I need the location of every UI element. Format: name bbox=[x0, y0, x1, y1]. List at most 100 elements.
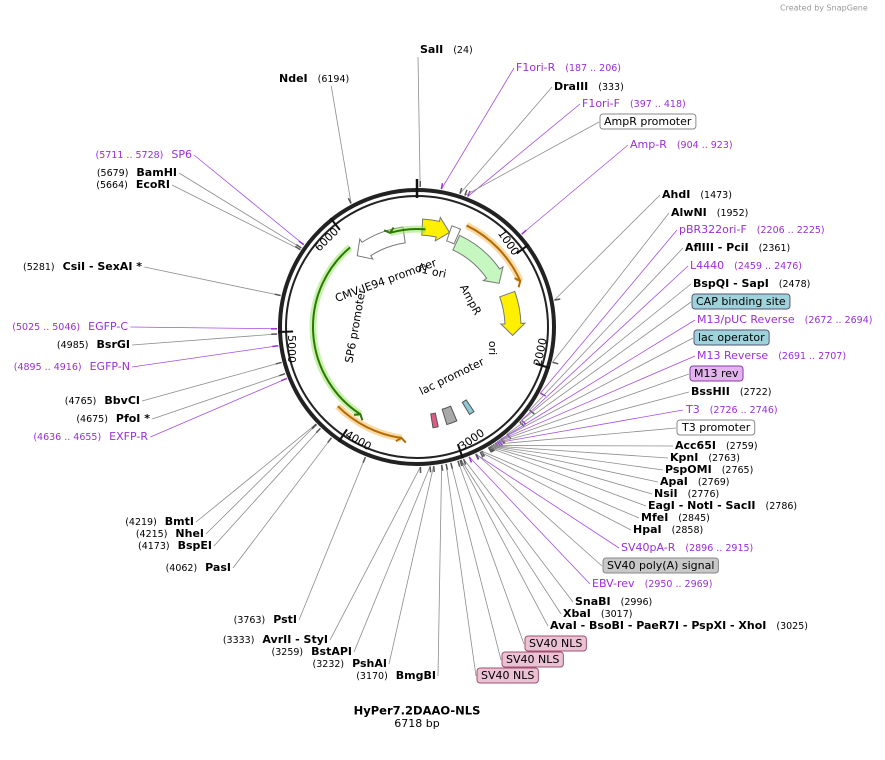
site-label: EBV-rev (2950 .. 2969) bbox=[592, 577, 712, 590]
site-label: (3763) PstI bbox=[234, 613, 297, 626]
site-name: M13 Reverse bbox=[697, 349, 768, 362]
site-name: BspQI - SapI bbox=[693, 277, 769, 290]
primer-label: (4636 .. 4655) EXFP-R bbox=[33, 430, 148, 443]
site-label: F1ori-R (187 .. 206) bbox=[516, 61, 621, 74]
site-position: (2478) bbox=[779, 279, 811, 290]
site-name: EGFP-C bbox=[88, 320, 128, 333]
site-position: (3232) bbox=[313, 659, 345, 670]
site-name: PasI bbox=[205, 561, 231, 574]
enzyme-label: (4173) BspEI bbox=[138, 539, 212, 552]
leader-line bbox=[480, 451, 632, 531]
site-position: (2765) bbox=[722, 465, 754, 476]
site-label: (4765) BbvCI bbox=[65, 394, 140, 407]
site-position: (4173) bbox=[138, 541, 170, 552]
site-label: MfeI (2845) bbox=[641, 511, 710, 524]
site-label: T3 promoter bbox=[676, 419, 756, 436]
site-position: (3025) bbox=[776, 621, 808, 632]
leader-line bbox=[213, 428, 321, 547]
site-tick bbox=[488, 446, 494, 453]
orange-arc-2 bbox=[337, 405, 402, 439]
primer-label: M13/pUC Reverse (2672 .. 2694) bbox=[697, 313, 872, 326]
site-name: CAP binding site bbox=[696, 295, 786, 308]
feature-box bbox=[599, 113, 697, 130]
leader-line bbox=[497, 373, 690, 443]
leader-line bbox=[417, 56, 421, 188]
site-name: BamHI bbox=[136, 166, 177, 179]
ampr-feature bbox=[452, 234, 504, 284]
leader-line bbox=[144, 266, 281, 296]
site-name: BssHII bbox=[691, 385, 730, 398]
site-name: PshAI bbox=[352, 657, 387, 670]
feature-box-label: SV40 NLS bbox=[481, 669, 534, 682]
site-position: (333) bbox=[598, 82, 624, 93]
site-label: M13 rev bbox=[689, 365, 744, 382]
site-label: CAP binding site bbox=[691, 293, 791, 310]
site-tick bbox=[467, 190, 471, 197]
enzyme-label: BssHII (2722) bbox=[691, 385, 771, 398]
feature-box-label: CAP binding site bbox=[696, 295, 786, 308]
site-name: SnaBI bbox=[575, 595, 611, 608]
site-name: SV40 NLS bbox=[506, 653, 559, 666]
site-position: (5711 .. 5728) bbox=[96, 150, 164, 161]
leader-line bbox=[498, 355, 696, 441]
site-label: AflIII - PciI (2361) bbox=[685, 241, 790, 254]
site-label: AvaI - BsoBI - PaeR7I - PspXI - XhoI (302… bbox=[550, 619, 808, 632]
site-name: PspOMI bbox=[665, 463, 712, 476]
leader-line bbox=[441, 67, 515, 190]
site-name: AvaI - BsoBI - PaeR7I - PspXI - XhoI bbox=[550, 619, 766, 632]
site-label: SV40 poly(A) signal bbox=[602, 557, 719, 574]
site-position: (397 .. 418) bbox=[630, 99, 686, 110]
site-tick bbox=[311, 423, 317, 429]
site-name: EBV-rev bbox=[592, 577, 635, 590]
nls-feature bbox=[430, 412, 439, 429]
site-position: (2858) bbox=[672, 525, 704, 536]
site-tick bbox=[294, 245, 301, 251]
enzyme-label: HpaI (2858) bbox=[633, 523, 703, 536]
tick-label: 5000 bbox=[285, 335, 298, 363]
site-label: (5025 .. 5046) EGFP-C bbox=[12, 320, 128, 333]
leader-line bbox=[353, 466, 431, 653]
leader-line bbox=[488, 446, 647, 507]
leader-line bbox=[445, 463, 477, 677]
leader-line bbox=[475, 453, 603, 567]
site-tick bbox=[552, 361, 559, 365]
leader-line bbox=[457, 460, 525, 645]
green-arc-1-head bbox=[383, 226, 395, 235]
site-name: M13 rev bbox=[694, 367, 739, 380]
site-name: lac operator bbox=[698, 331, 765, 344]
site-position: (3259) bbox=[272, 647, 304, 658]
site-position: (4895 .. 4916) bbox=[14, 362, 82, 373]
enzyme-label: (3232) PshAI bbox=[313, 657, 387, 670]
primer-label: (4895 .. 4916) EGFP-N bbox=[14, 360, 130, 373]
watermark: Created by SnapGene bbox=[780, 4, 868, 13]
site-label: (3333) AvrII - StyI bbox=[223, 633, 328, 646]
site-name: BmgBI bbox=[396, 669, 436, 682]
site-tick bbox=[450, 462, 454, 469]
site-label: (5679) BamHI bbox=[97, 166, 177, 179]
site-tick bbox=[459, 459, 463, 467]
feature-box bbox=[602, 557, 719, 574]
site-label: (4173) BspEI bbox=[138, 539, 212, 552]
site-position: (4215) bbox=[136, 529, 168, 540]
site-label: (3232) PshAI bbox=[313, 657, 387, 670]
site-name: EcoRI bbox=[136, 178, 170, 191]
site-label: (5664) EcoRI bbox=[96, 178, 170, 191]
site-tick bbox=[521, 229, 527, 235]
site-position: (4636 .. 4655) bbox=[33, 432, 101, 443]
site-position: (2769) bbox=[698, 477, 730, 488]
leader-line bbox=[540, 229, 678, 394]
site-name: L4440 bbox=[690, 259, 724, 272]
feature-label: f1 ori bbox=[417, 262, 448, 281]
site-position: (1473) bbox=[700, 190, 732, 201]
site-label: NsiI (2776) bbox=[654, 487, 719, 500]
site-name: AhdI bbox=[662, 188, 690, 201]
site-name: BmtI bbox=[165, 515, 194, 528]
map-title: HyPer7.2DAAO-NLS bbox=[354, 704, 481, 718]
enzyme-label: AflIII - PciI (2361) bbox=[685, 241, 790, 254]
site-position: (2722) bbox=[740, 387, 772, 398]
site-label: SV40 NLS bbox=[524, 635, 587, 652]
feature-label: ori bbox=[486, 341, 499, 355]
site-tick bbox=[487, 446, 493, 453]
enzyme-label: AvaI - BsoBI - PaeR7I - PspXI - XhoI (302… bbox=[550, 619, 808, 632]
